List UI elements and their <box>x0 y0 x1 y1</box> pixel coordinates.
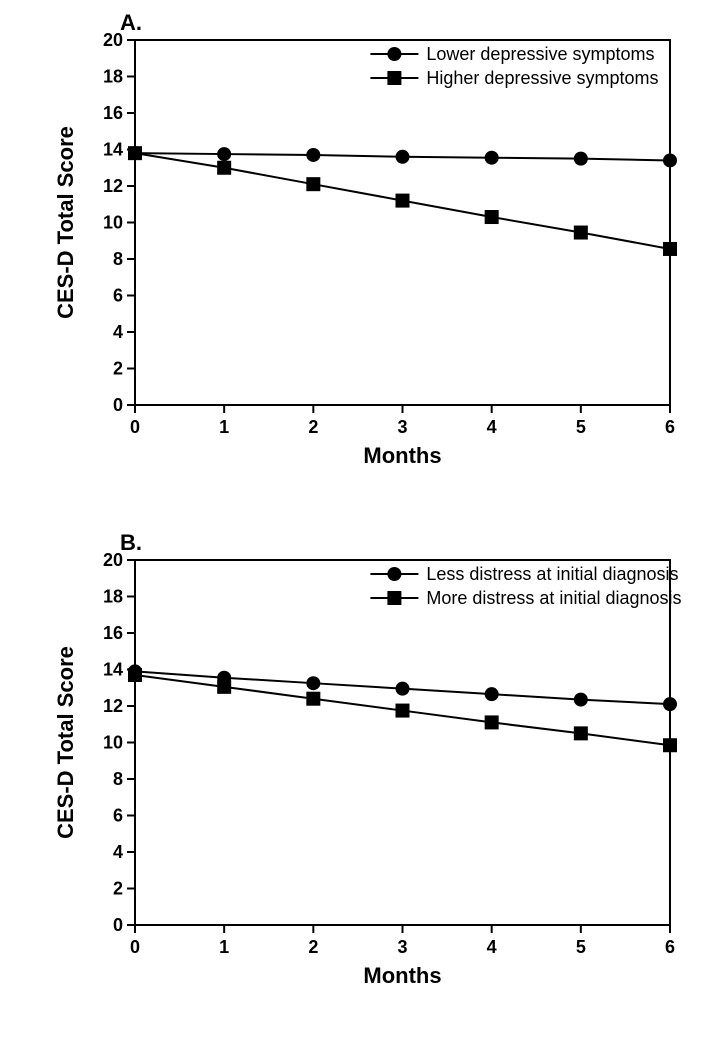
svg-text:5: 5 <box>576 937 586 957</box>
svg-text:4: 4 <box>113 322 123 342</box>
svg-text:8: 8 <box>113 769 123 789</box>
svg-text:6: 6 <box>113 286 123 306</box>
svg-text:6: 6 <box>665 417 675 437</box>
svg-text:12: 12 <box>103 176 123 196</box>
svg-text:Less distress at initial diagn: Less distress at initial diagnosis <box>426 564 678 584</box>
svg-text:0: 0 <box>130 937 140 957</box>
chart-b: 024681012141618200123456MonthsCES-D Tota… <box>40 530 690 1000</box>
svg-text:14: 14 <box>103 140 123 160</box>
svg-text:18: 18 <box>103 67 123 87</box>
svg-text:Lower depressive symptoms: Lower depressive symptoms <box>426 44 654 64</box>
svg-text:6: 6 <box>665 937 675 957</box>
svg-text:4: 4 <box>487 417 497 437</box>
panel-b-label: B. <box>120 530 142 556</box>
svg-text:1: 1 <box>219 417 229 437</box>
svg-text:Months: Months <box>363 963 441 988</box>
svg-text:6: 6 <box>113 806 123 826</box>
svg-text:3: 3 <box>397 417 407 437</box>
svg-text:2: 2 <box>113 359 123 379</box>
svg-text:0: 0 <box>130 417 140 437</box>
svg-text:CES-D Total Score: CES-D Total Score <box>53 646 78 839</box>
svg-text:More distress at initial diagn: More distress at initial diagnosis <box>426 588 681 608</box>
chart-a: 024681012141618200123456MonthsCES-D Tota… <box>40 10 690 480</box>
svg-text:3: 3 <box>397 937 407 957</box>
svg-text:Higher depressive symptoms: Higher depressive symptoms <box>426 68 658 88</box>
svg-text:12: 12 <box>103 696 123 716</box>
svg-text:0: 0 <box>113 395 123 415</box>
svg-text:4: 4 <box>487 937 497 957</box>
svg-text:14: 14 <box>103 660 123 680</box>
svg-text:2: 2 <box>308 417 318 437</box>
svg-text:0: 0 <box>113 915 123 935</box>
svg-text:2: 2 <box>113 879 123 899</box>
panel-b: B. 024681012141618200123456MonthsCES-D T… <box>40 530 690 1000</box>
page: A. 024681012141618200123456MonthsCES-D T… <box>0 0 726 1050</box>
svg-text:16: 16 <box>103 103 123 123</box>
svg-text:16: 16 <box>103 623 123 643</box>
svg-text:5: 5 <box>576 417 586 437</box>
svg-text:10: 10 <box>103 213 123 233</box>
panel-a: A. 024681012141618200123456MonthsCES-D T… <box>40 10 690 480</box>
svg-text:10: 10 <box>103 733 123 753</box>
svg-text:4: 4 <box>113 842 123 862</box>
svg-text:CES-D Total Score: CES-D Total Score <box>53 126 78 319</box>
svg-text:8: 8 <box>113 249 123 269</box>
svg-text:2: 2 <box>308 937 318 957</box>
panel-a-label: A. <box>120 10 142 36</box>
svg-text:Months: Months <box>363 443 441 468</box>
svg-text:18: 18 <box>103 587 123 607</box>
svg-text:1: 1 <box>219 937 229 957</box>
